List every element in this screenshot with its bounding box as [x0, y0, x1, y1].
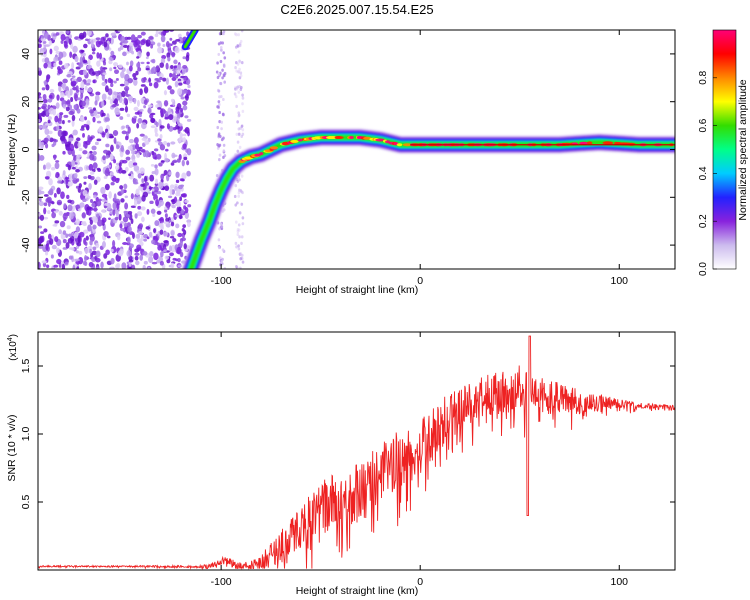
spectrogram-noise [38, 30, 245, 269]
snr-y-multiplier-base: (x10 [8, 341, 19, 361]
colorbar-label: Normalized spectral amplitude [737, 79, 749, 220]
spectrogram-y-label: Frequency (Hz) [6, 114, 18, 186]
spectrogram-y-tick-label: 0 [20, 146, 32, 152]
colorbar-tick-label: 0.0 [698, 262, 709, 276]
spectrogram-x-tick-label: 100 [610, 275, 628, 287]
snr-series-line [38, 335, 675, 570]
snr-y-multiplier: (x104) [7, 334, 19, 361]
colorbar: 0.0 0.2 0.4 0.6 0.8 Normalized spectral ampl… [698, 29, 749, 276]
colorbar-tick-label: 0.2 [698, 214, 709, 228]
spectrogram-plot-area [38, 30, 675, 269]
spectrogram-y-tick-label: -40 [20, 237, 32, 252]
colorbar-tick-label: 0.6 [698, 118, 709, 132]
snr-y-tick-label: 1.5 [20, 359, 32, 374]
colorbar-frame [712, 29, 737, 270]
spectrogram-x-tick-label: 0 [417, 275, 423, 287]
spectrogram-y-tick-label: 40 [20, 48, 32, 60]
snr-y-tick-label: 1.0 [20, 427, 32, 442]
snr-x-tick-label: -100 [211, 576, 232, 588]
snr-y-multiplier-close: ) [8, 334, 19, 337]
spectrogram-y-tick-label: 20 [20, 96, 32, 108]
figure-title: C2E6.2025.007.15.54.E25 [280, 2, 433, 17]
colorbar-tick-label: 0.8 [698, 70, 709, 84]
colorbar-tick-label: 0.4 [698, 166, 709, 180]
snr-y-tick-label: 0.5 [20, 495, 32, 510]
spectrogram-x-label: Height of straight line (km) [296, 284, 419, 296]
snr-x-label: Height of straight line (km) [296, 585, 419, 597]
spectrogram-ridge [181, 30, 675, 269]
snr-panel: -100 0 100 0.5 1.0 1.5 Height of straight lin… [6, 331, 676, 597]
spectrogram-x-tick-label: -100 [211, 275, 232, 287]
snr-frame [37, 331, 676, 571]
colorbar-gradient [713, 30, 736, 269]
snr-x-tick-label: 100 [610, 576, 628, 588]
spectrogram-panel: -100 0 100 -40 -20 0 20 40 Height of straight l… [6, 29, 676, 296]
snr-y-multiplier-exp: 4 [7, 337, 14, 341]
spectrogram-y-tick-label: -20 [20, 190, 32, 205]
snr-x-tick-label: 0 [417, 576, 423, 588]
snr-y-label: SNR (10 * v/v) [6, 414, 18, 481]
